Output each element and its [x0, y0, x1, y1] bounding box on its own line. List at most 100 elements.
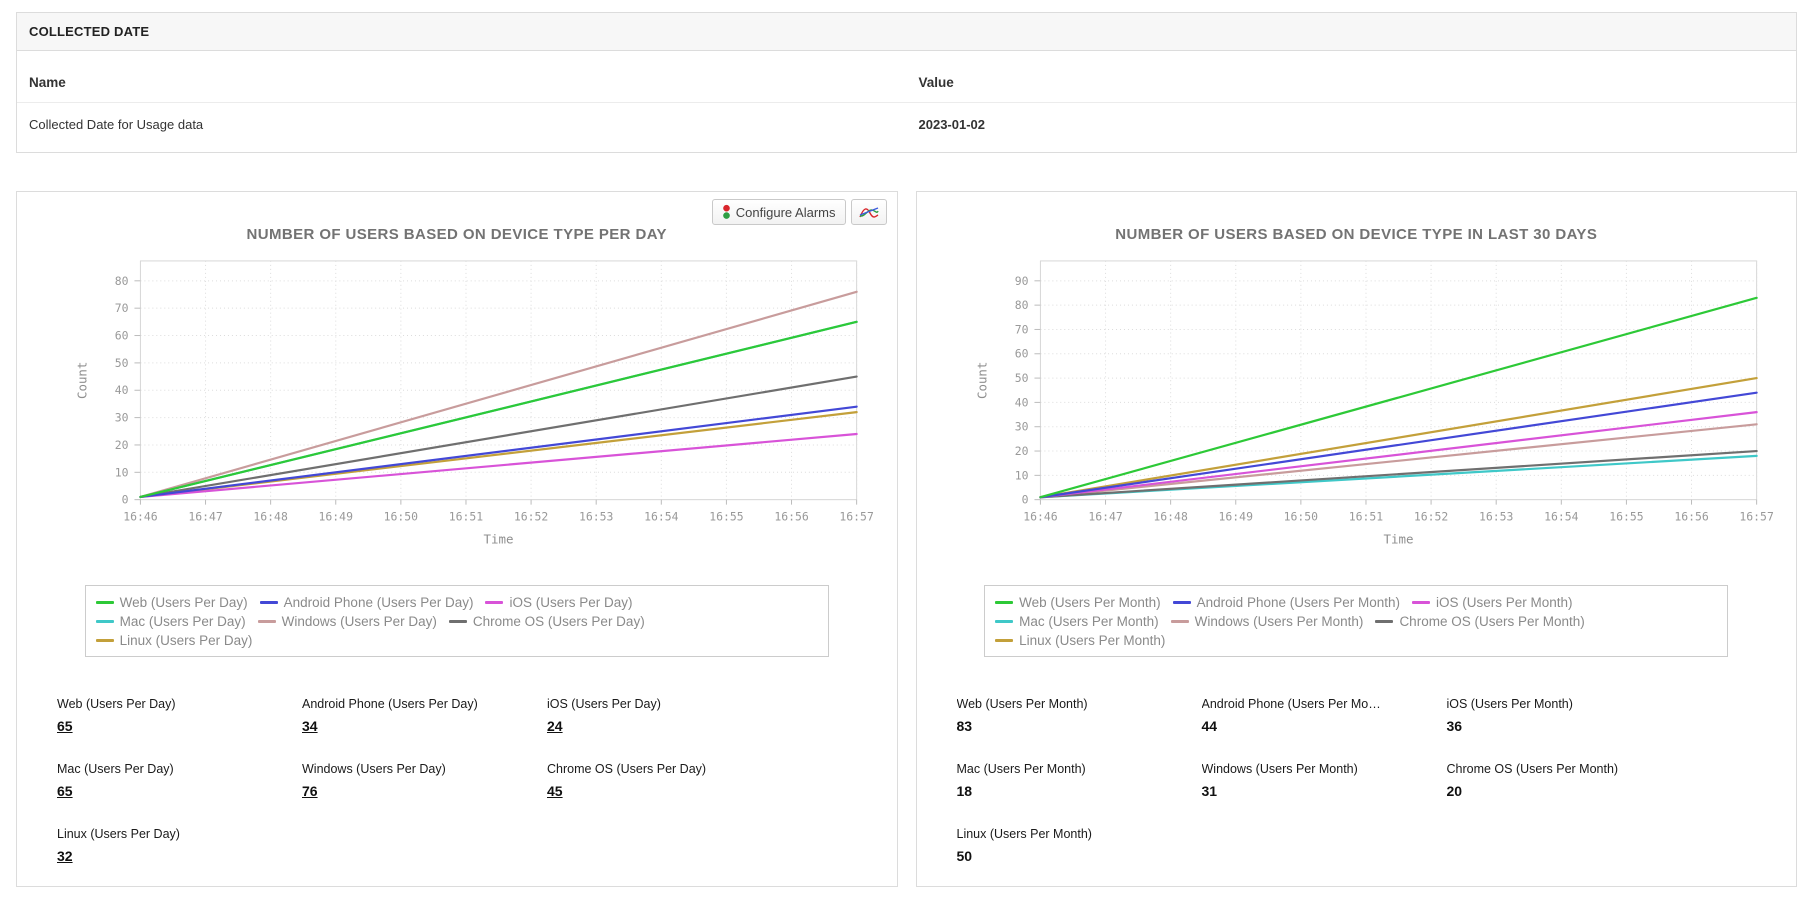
line-chart: 0 10 20 30 40 50 60 70 80 16:46 16:47 16:48 16:49 16:… [29, 247, 885, 575]
metric: Chrome OS (Users Per Month) 20 [1447, 762, 1785, 801]
svg-text:80: 80 [1014, 298, 1028, 312]
metric-label: Chrome OS (Users Per Day) [547, 762, 707, 777]
legend-swatch [257, 620, 276, 624]
chart-title: NUMBER OF USERS BASED ON DEVICE TYPE IN … [1115, 226, 1598, 243]
svg-text:16:49: 16:49 [1218, 510, 1253, 524]
metric-label: iOS (Users Per Month) [1446, 697, 1573, 712]
line-chart: 0 10 20 30 40 50 60 70 80 90 16:46 16:47 16:48 16:49 1… [929, 247, 1785, 575]
svg-text:16:54: 16:54 [644, 510, 679, 524]
legend-label: iOS (Users Per Day) [509, 595, 633, 611]
metric-value[interactable]: 65 [57, 783, 73, 800]
configure-alarms-button[interactable]: Configure Alarms [711, 199, 846, 225]
legend-label: Web (Users Per Day) [119, 595, 248, 611]
metric: Web (Users Per Month) 83 [957, 697, 1202, 736]
svg-text:20: 20 [1014, 444, 1028, 458]
collected-date-panel: COLLECTED DATE Name Value Collected Date… [16, 12, 1797, 153]
metric: Mac (Users Per Day) 65 [57, 762, 302, 801]
metric-value[interactable]: 32 [57, 848, 73, 865]
metric-value: 50 [956, 848, 973, 865]
metric-value: 18 [956, 783, 973, 800]
legend-swatch [1412, 601, 1430, 605]
configure-alarms-label: Configure Alarms [735, 204, 836, 220]
svg-text:16:55: 16:55 [1609, 510, 1643, 524]
legend-item[interactable]: Mac (Users Per Day) [95, 614, 246, 629]
legend-item[interactable]: Android Phone (Users Per Month) [1172, 595, 1400, 611]
svg-text:70: 70 [1014, 322, 1028, 336]
svg-text:60: 60 [115, 329, 129, 343]
legend-item[interactable]: Linux (Users Per Month) [995, 633, 1165, 648]
legend-swatch [1172, 601, 1191, 605]
svg-text:16:56: 16:56 [1674, 510, 1709, 524]
legend-row: Mac (Users Per Month) Windows (Users Per … [995, 614, 1717, 629]
metric-value[interactable]: 76 [302, 783, 318, 800]
metric-value[interactable]: 24 [547, 718, 563, 735]
metric-value[interactable]: 65 [57, 718, 73, 735]
panel-toolbar: Configure Alarms [711, 199, 887, 225]
svg-text:60: 60 [1014, 347, 1028, 361]
svg-text:10: 10 [1014, 468, 1028, 482]
legend-swatch [95, 601, 114, 605]
metric-label: Linux (Users Per Day) [57, 827, 180, 842]
svg-text:16:48: 16:48 [1153, 510, 1188, 524]
metric-value: 20 [1446, 783, 1463, 800]
legend-item[interactable]: iOS (Users Per Day) [485, 595, 633, 611]
legend-item[interactable]: Web (Users Per Day) [95, 595, 248, 611]
legend-swatch [448, 620, 467, 624]
legend-label: Android Phone (Users Per Month) [1196, 595, 1400, 611]
svg-text:16:51: 16:51 [449, 510, 484, 524]
chart-type-button[interactable] [850, 199, 887, 225]
svg-text:16:54: 16:54 [1544, 510, 1579, 524]
metric: Windows (Users Per Month) 31 [1202, 762, 1447, 801]
legend-item[interactable]: Linux (Users Per Day) [95, 633, 252, 648]
svg-text:40: 40 [115, 383, 129, 397]
legend-label: Chrome OS (Users Per Day) [472, 614, 645, 630]
users-last-30-days-panel: NUMBER OF USERS BASED ON DEVICE TYPE IN … [915, 191, 1797, 888]
svg-text:40: 40 [1014, 395, 1028, 409]
legend-row: Linux (Users Per Month) [995, 633, 1717, 648]
svg-text:30: 30 [115, 411, 129, 425]
table-row: Collected Date for Usage data 2023-01-02 [17, 103, 1796, 153]
metric-label: Android Phone (Users Per Month) [1201, 697, 1388, 712]
legend-item[interactable]: Chrome OS (Users Per Month) [1375, 614, 1585, 629]
legend-item[interactable]: Windows (Users Per Month) [1170, 614, 1364, 630]
legend-label: Web (Users Per Month) [1019, 595, 1161, 611]
legend-swatch [485, 601, 504, 605]
charts-row: Configure Alarms NUMBER OF USERS BASED O… [16, 191, 1797, 888]
svg-text:Count: Count [974, 362, 989, 399]
svg-text:16:51: 16:51 [1348, 510, 1383, 524]
users-per-day-panel: Configure Alarms NUMBER OF USERS BASED O… [16, 191, 898, 888]
svg-text:16:50: 16:50 [384, 510, 419, 524]
svg-text:16:52: 16:52 [514, 510, 548, 524]
legend-row: Web (Users Per Month) Android Phone (User… [995, 595, 1717, 610]
row-name: Collected Date for Usage data [29, 117, 204, 132]
legend-item[interactable]: Web (Users Per Month) [995, 595, 1161, 610]
legend-label: Mac (Users Per Month) [1019, 614, 1159, 630]
svg-text:16:57: 16:57 [839, 510, 874, 524]
metric-label: Web (Users Per Month) [956, 697, 1088, 712]
collected-date-table: Name Value Collected Date for Usage data… [17, 51, 1796, 152]
svg-text:50: 50 [1014, 371, 1028, 385]
legend-item[interactable]: Chrome OS (Users Per Day) [448, 614, 645, 630]
metric-label: Linux (Users Per Month) [956, 827, 1092, 842]
svg-text:16:47: 16:47 [1088, 510, 1123, 524]
legend-item[interactable]: Mac (Users Per Month) [995, 614, 1159, 629]
svg-text:16:47: 16:47 [188, 510, 223, 524]
metric-value[interactable]: 45 [547, 783, 563, 800]
legend-label: Windows (Users Per Month) [1194, 614, 1364, 630]
metric: iOS (Users Per Day) 24 [547, 697, 885, 736]
svg-text:Count: Count [75, 362, 90, 399]
metrics-grid: Web (Users Per Day) 65 Android Phone (User… [29, 657, 885, 870]
legend-row: Mac (Users Per Day) Windows (Users Per Da… [95, 614, 818, 630]
legend-item[interactable]: iOS (Users Per Month) [1412, 595, 1573, 610]
legend-label: Windows (Users Per Day) [281, 614, 437, 630]
svg-text:16:56: 16:56 [774, 510, 809, 524]
legend-item[interactable]: Android Phone (Users Per Day) [259, 595, 473, 610]
metric: Android Phone (Users Per Day) 34 [302, 697, 547, 736]
legend-swatch [995, 601, 1014, 605]
collected-date-title: COLLECTED DATE [17, 13, 1796, 51]
metric-value[interactable]: 34 [302, 718, 318, 735]
legend-row: Web (Users Per Day) Android Phone (Users … [95, 595, 818, 611]
metric-label: Windows (Users Per Month) [1201, 762, 1358, 777]
legend-item[interactable]: Windows (Users Per Day) [257, 614, 437, 630]
svg-text:90: 90 [1014, 274, 1028, 288]
